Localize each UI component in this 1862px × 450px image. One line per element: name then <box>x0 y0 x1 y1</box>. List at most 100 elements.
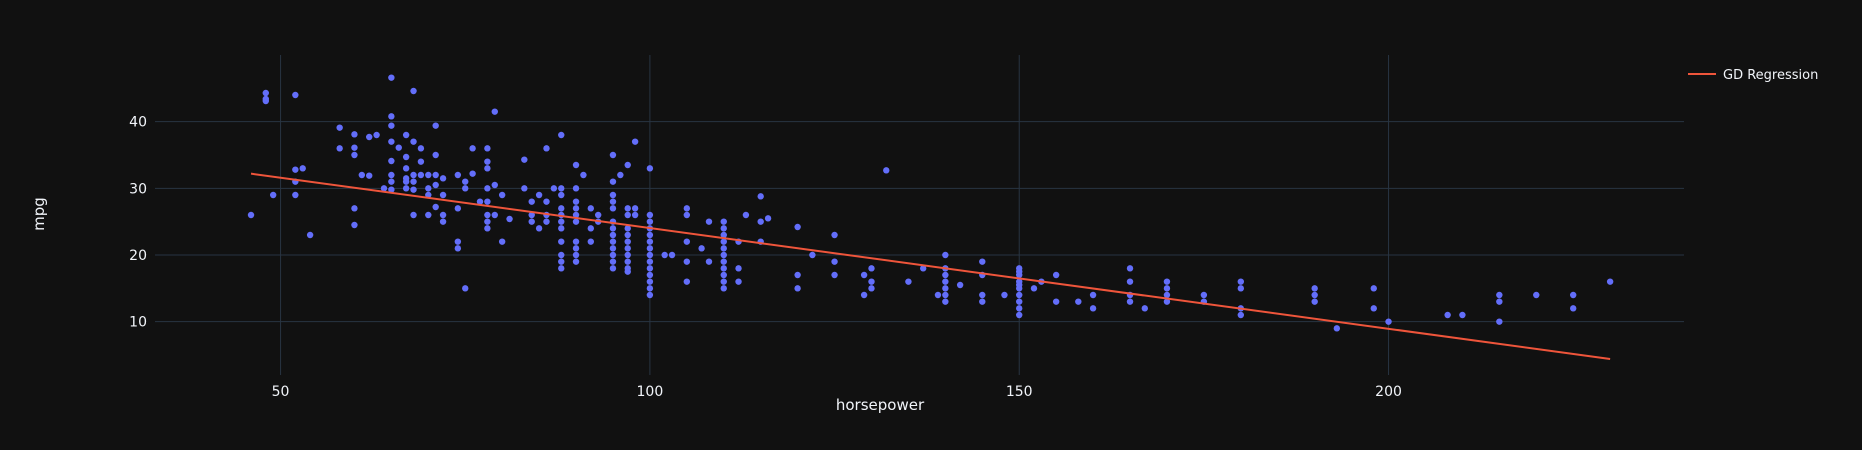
data-point[interactable] <box>535 191 543 199</box>
data-point[interactable] <box>462 178 469 185</box>
data-point[interactable] <box>558 205 565 212</box>
data-point[interactable] <box>624 211 631 219</box>
data-point[interactable] <box>388 122 395 129</box>
data-point[interactable] <box>624 268 631 275</box>
data-point[interactable] <box>410 211 417 219</box>
data-point[interactable] <box>1016 271 1023 279</box>
data-point[interactable] <box>351 131 358 138</box>
data-point[interactable] <box>683 278 691 285</box>
data-point[interactable] <box>698 245 705 252</box>
data-point[interactable] <box>572 205 580 212</box>
data-point[interactable] <box>1126 265 1134 272</box>
data-point[interactable] <box>1163 278 1171 285</box>
data-point[interactable] <box>624 238 631 245</box>
data-point[interactable] <box>572 185 580 192</box>
data-point[interactable] <box>1459 311 1466 319</box>
data-point[interactable] <box>417 145 425 152</box>
data-point[interactable] <box>609 245 617 252</box>
data-point[interactable] <box>624 258 631 265</box>
data-point[interactable] <box>439 211 447 219</box>
data-point[interactable] <box>1311 291 1318 299</box>
data-point[interactable] <box>558 225 565 232</box>
data-point[interactable] <box>558 265 565 272</box>
data-point[interactable] <box>1444 311 1451 319</box>
data-point[interactable] <box>454 238 462 245</box>
data-point[interactable] <box>942 271 949 279</box>
data-point[interactable] <box>1001 291 1008 299</box>
data-point[interactable] <box>883 167 890 174</box>
data-point[interactable] <box>683 258 691 265</box>
data-point[interactable] <box>720 245 727 252</box>
data-point[interactable] <box>572 218 580 225</box>
data-point[interactable] <box>735 278 742 285</box>
data-point[interactable] <box>484 211 491 219</box>
data-point[interactable] <box>742 211 750 219</box>
data-point[interactable] <box>661 251 668 259</box>
data-point[interactable] <box>646 265 654 272</box>
data-point[interactable] <box>543 218 550 225</box>
data-point[interactable] <box>402 153 410 161</box>
data-point[interactable] <box>624 231 631 239</box>
data-point[interactable] <box>432 203 439 211</box>
data-point[interactable] <box>580 171 587 179</box>
data-point[interactable] <box>979 298 986 305</box>
data-point[interactable] <box>388 171 395 179</box>
data-point[interactable] <box>609 258 617 265</box>
data-point[interactable] <box>425 191 432 199</box>
data-point[interactable] <box>1570 291 1577 299</box>
data-point[interactable] <box>410 171 417 179</box>
data-point[interactable] <box>646 218 654 225</box>
data-point[interactable] <box>417 158 425 165</box>
data-point[interactable] <box>624 251 631 259</box>
data-point[interactable] <box>262 89 269 97</box>
data-point[interactable] <box>1333 325 1341 332</box>
data-point[interactable] <box>720 271 727 279</box>
data-point[interactable] <box>720 225 727 232</box>
data-point[interactable] <box>299 165 306 172</box>
data-point[interactable] <box>462 285 469 292</box>
data-point[interactable] <box>1016 311 1023 319</box>
data-point[interactable] <box>942 278 949 285</box>
data-point[interactable] <box>587 205 595 212</box>
data-point[interactable] <box>1126 278 1134 285</box>
data-point[interactable] <box>794 271 801 279</box>
data-point[interactable] <box>1237 278 1245 285</box>
data-point[interactable] <box>454 245 462 252</box>
data-point[interactable] <box>484 218 491 225</box>
data-point[interactable] <box>609 225 617 232</box>
data-point[interactable] <box>1075 298 1082 305</box>
data-point[interactable] <box>498 191 506 199</box>
data-point[interactable] <box>624 161 631 169</box>
data-point[interactable] <box>1030 285 1038 292</box>
data-point[interactable] <box>720 231 727 239</box>
data-point[interactable] <box>624 245 631 252</box>
data-point[interactable] <box>757 193 764 200</box>
data-point[interactable] <box>646 271 654 279</box>
data-point[interactable] <box>1370 285 1377 292</box>
data-point[interactable] <box>609 251 617 259</box>
data-point[interactable] <box>609 238 617 245</box>
data-point[interactable] <box>934 291 942 299</box>
data-point[interactable] <box>351 151 358 159</box>
data-point[interactable] <box>432 171 439 179</box>
data-point[interactable] <box>572 161 580 169</box>
data-point[interactable] <box>491 181 498 189</box>
data-point[interactable] <box>432 181 439 189</box>
data-point[interactable] <box>594 211 602 219</box>
data-point[interactable] <box>587 225 595 232</box>
data-point[interactable] <box>979 291 986 299</box>
data-point[interactable] <box>1237 285 1245 292</box>
data-point[interactable] <box>366 133 373 141</box>
data-point[interactable] <box>1141 305 1148 312</box>
data-point[interactable] <box>402 131 410 139</box>
data-point[interactable] <box>646 238 654 245</box>
data-point[interactable] <box>868 285 875 292</box>
data-point[interactable] <box>572 198 580 205</box>
data-point[interactable] <box>646 211 654 219</box>
data-point[interactable] <box>868 265 875 272</box>
data-point[interactable] <box>683 238 691 245</box>
data-point[interactable] <box>484 198 491 205</box>
data-point[interactable] <box>498 238 506 245</box>
data-point[interactable] <box>1570 305 1577 312</box>
data-point[interactable] <box>506 215 513 223</box>
